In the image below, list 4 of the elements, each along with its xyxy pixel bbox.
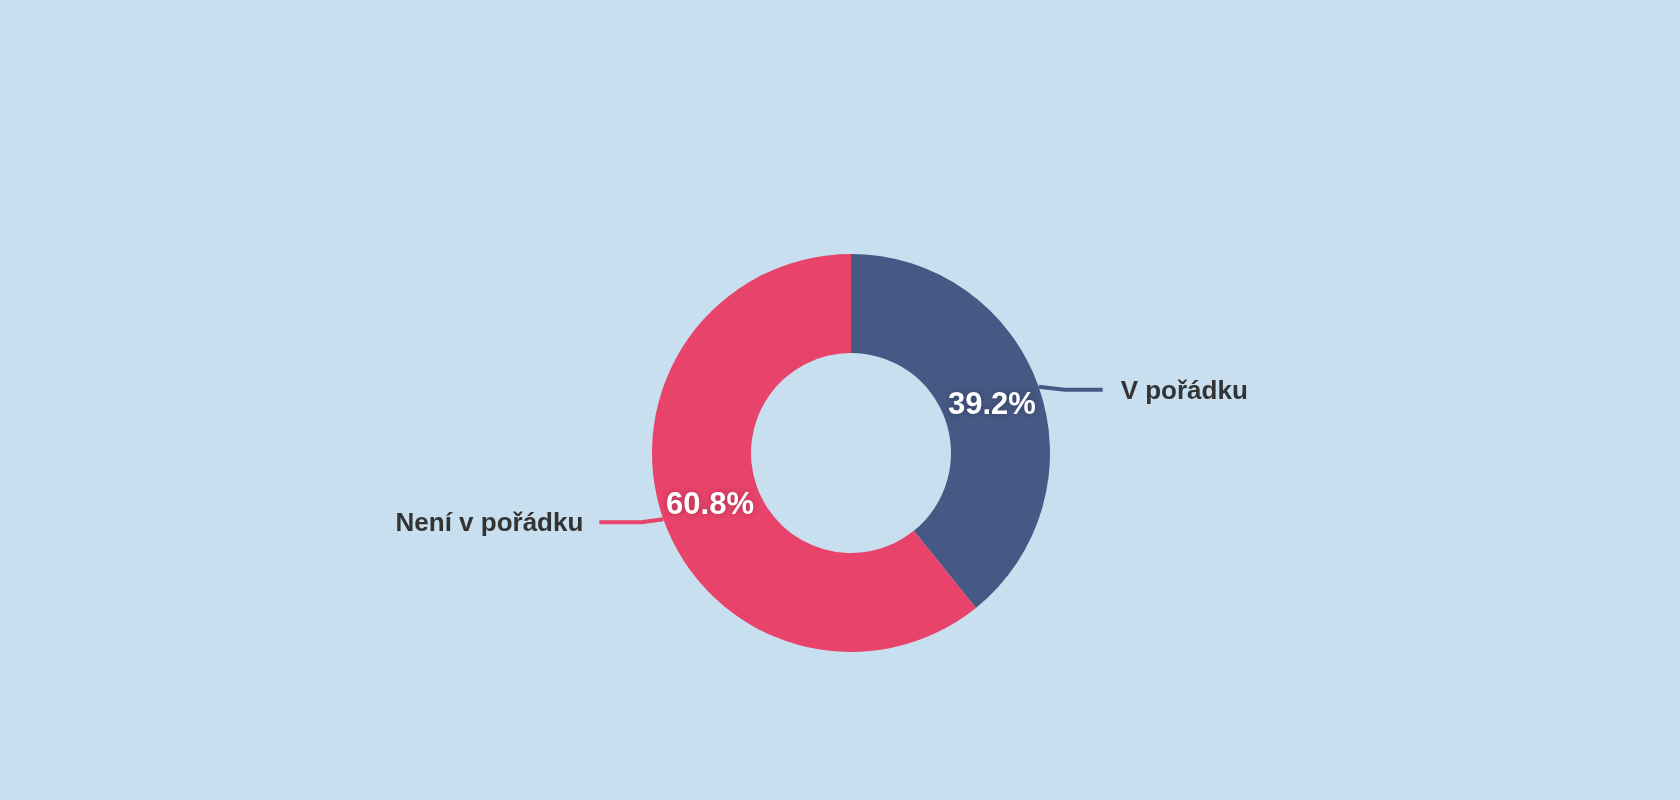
slice-label: Není v pořádku (395, 507, 584, 538)
data-label: 39.2% (948, 386, 1036, 422)
slice-label: V pořádku (1120, 374, 1248, 405)
data-label: 60.8% (666, 485, 754, 521)
